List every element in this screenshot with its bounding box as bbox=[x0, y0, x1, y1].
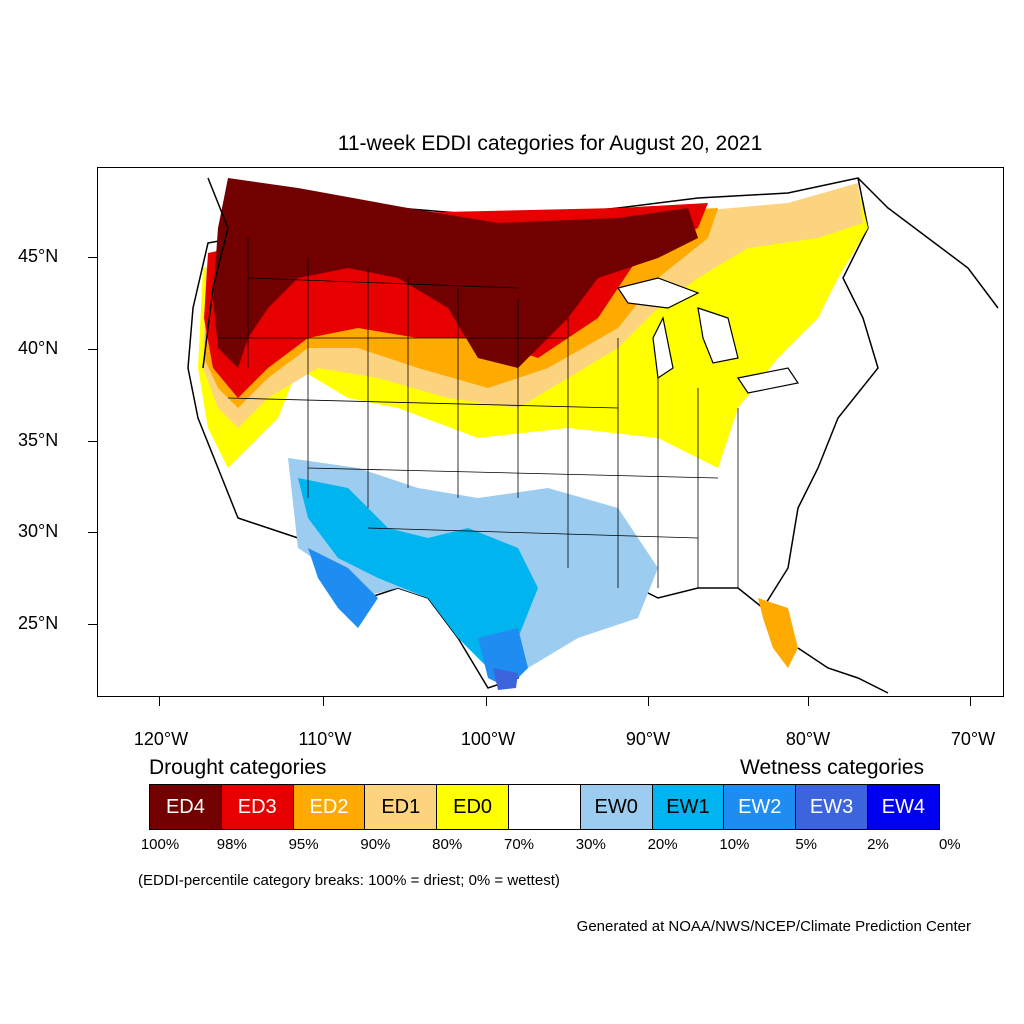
category-note: (EDDI-percentile category breaks: 100% =… bbox=[138, 872, 560, 889]
percentile-label: 10% bbox=[719, 836, 750, 853]
legend-box-ed2: ED2 bbox=[292, 784, 366, 830]
florida-ed2 bbox=[758, 598, 798, 668]
ew3-region bbox=[493, 668, 518, 690]
percentile-label: 98% bbox=[216, 836, 247, 853]
state-boundaries bbox=[218, 238, 739, 588]
percentile-label: 2% bbox=[867, 836, 889, 853]
ed4-region bbox=[213, 178, 698, 368]
legend-box-neutral bbox=[507, 784, 581, 830]
lat-label-25: 25°N bbox=[18, 613, 59, 633]
lat-label-45: 45°N bbox=[18, 246, 59, 266]
lon-tick bbox=[323, 697, 324, 706]
legend-box-ew2: EW2 bbox=[723, 784, 797, 830]
lon-tick bbox=[648, 697, 649, 706]
eddi-map bbox=[97, 167, 1004, 697]
lat-label-35: 35°N bbox=[18, 430, 59, 450]
percentile-label: 5% bbox=[795, 836, 818, 853]
lat-tick bbox=[88, 257, 97, 258]
map-canvas bbox=[187, 177, 999, 694]
legend-box-ed3: ED3 bbox=[220, 784, 294, 830]
ew2-region bbox=[308, 548, 528, 688]
legend-box-ed1: ED1 bbox=[364, 784, 438, 830]
percentile-label: 30% bbox=[575, 836, 606, 853]
legend-box-ed0: ED0 bbox=[436, 784, 509, 830]
legend-box-ew4: EW4 bbox=[866, 784, 940, 830]
color-legend: ED4 ED3 ED2 ED1 ED0 EW0 EW1 EW2 EW3 EW4 bbox=[149, 784, 940, 830]
ew1-region bbox=[298, 478, 538, 668]
percentile-label: 20% bbox=[647, 836, 678, 853]
legend-box-ew0: EW0 bbox=[579, 784, 653, 830]
percentile-label: 0% bbox=[938, 836, 961, 853]
percentile-label: 95% bbox=[288, 836, 319, 853]
percentile-label: 90% bbox=[360, 836, 391, 853]
lat-label-40: 40°N bbox=[18, 338, 59, 358]
lat-tick bbox=[88, 441, 97, 442]
lon-label-90w: 90°W bbox=[625, 729, 671, 749]
lon-label-70w: 70°W bbox=[950, 729, 996, 749]
legend-box-ed4: ED4 bbox=[149, 784, 222, 830]
lon-tick bbox=[159, 697, 160, 706]
lat-tick bbox=[88, 349, 97, 350]
map-title: 11-week EDDI categories for August 20, 2… bbox=[337, 132, 763, 155]
drought-heading: Drought categories bbox=[149, 756, 327, 779]
wetness-heading: Wetness categories bbox=[740, 756, 925, 779]
lon-tick bbox=[970, 697, 971, 706]
lat-tick bbox=[88, 532, 97, 533]
lon-label-80w: 80°W bbox=[785, 729, 831, 749]
lon-label-110w: 110°W bbox=[298, 729, 352, 749]
great-lakes bbox=[617, 277, 799, 394]
coastline bbox=[202, 177, 999, 694]
lon-tick bbox=[808, 697, 809, 706]
percentile-label: 70% bbox=[503, 836, 535, 853]
legend-box-ew3: EW3 bbox=[795, 784, 868, 830]
percentile-label: 100% bbox=[140, 836, 180, 853]
legend-box-ew1: EW1 bbox=[651, 784, 725, 830]
lon-label-100w: 100°W bbox=[460, 729, 516, 749]
lat-tick bbox=[88, 624, 97, 625]
percentile-label: 80% bbox=[432, 836, 463, 853]
lon-label-120w: 120°W bbox=[133, 729, 189, 749]
lon-tick bbox=[486, 697, 487, 706]
lat-label-30: 30°N bbox=[18, 521, 59, 541]
credit-line: Generated at NOAA/NWS/NCEP/Climate Predi… bbox=[576, 918, 971, 935]
